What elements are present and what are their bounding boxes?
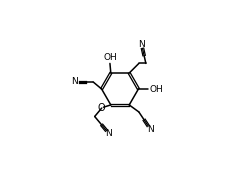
Text: N: N <box>105 129 112 138</box>
Text: N: N <box>146 125 153 134</box>
Text: OH: OH <box>103 53 116 62</box>
Text: N: N <box>138 40 144 49</box>
Text: N: N <box>71 77 78 87</box>
Text: OH: OH <box>149 85 163 93</box>
Text: O: O <box>97 103 105 113</box>
